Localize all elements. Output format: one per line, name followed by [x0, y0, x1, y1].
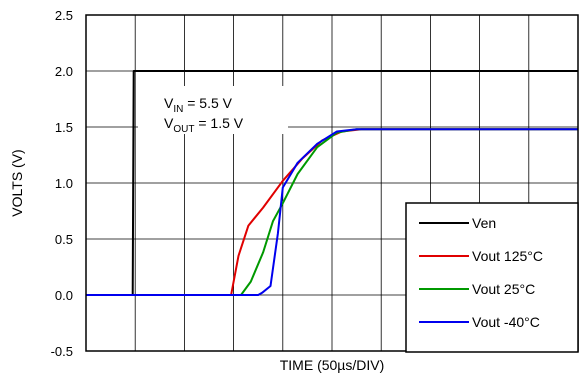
y-tick-label: -0.5: [51, 344, 73, 359]
y-tick-label: 0.0: [55, 288, 73, 303]
legend-label: Vout 125°C: [472, 248, 543, 264]
legend: Ven Vout 125°C Vout 25°C Vout -40°C: [406, 203, 578, 352]
y-tick-label: 0.5: [55, 232, 73, 247]
y-tick-label: 1.0: [55, 176, 73, 191]
conditions-annotation: VIN = 5.5 V VOUT = 1.5 V: [138, 86, 288, 135]
y-tick-labels: -0.5 0.0 0.5 1.0 1.5 2.0 2.5: [51, 8, 73, 359]
legend-label: Vout 25°C: [472, 281, 535, 297]
y-tick-label: 2.0: [55, 64, 73, 79]
y-axis-label: VOLTS (V): [9, 149, 25, 216]
legend-label: Vout -40°C: [472, 314, 540, 330]
y-tick-label: 2.5: [55, 8, 73, 23]
legend-label: Ven: [472, 215, 496, 231]
y-tick-label: 1.5: [55, 120, 73, 135]
x-axis-label: TIME (50µs/DIV): [280, 357, 385, 373]
